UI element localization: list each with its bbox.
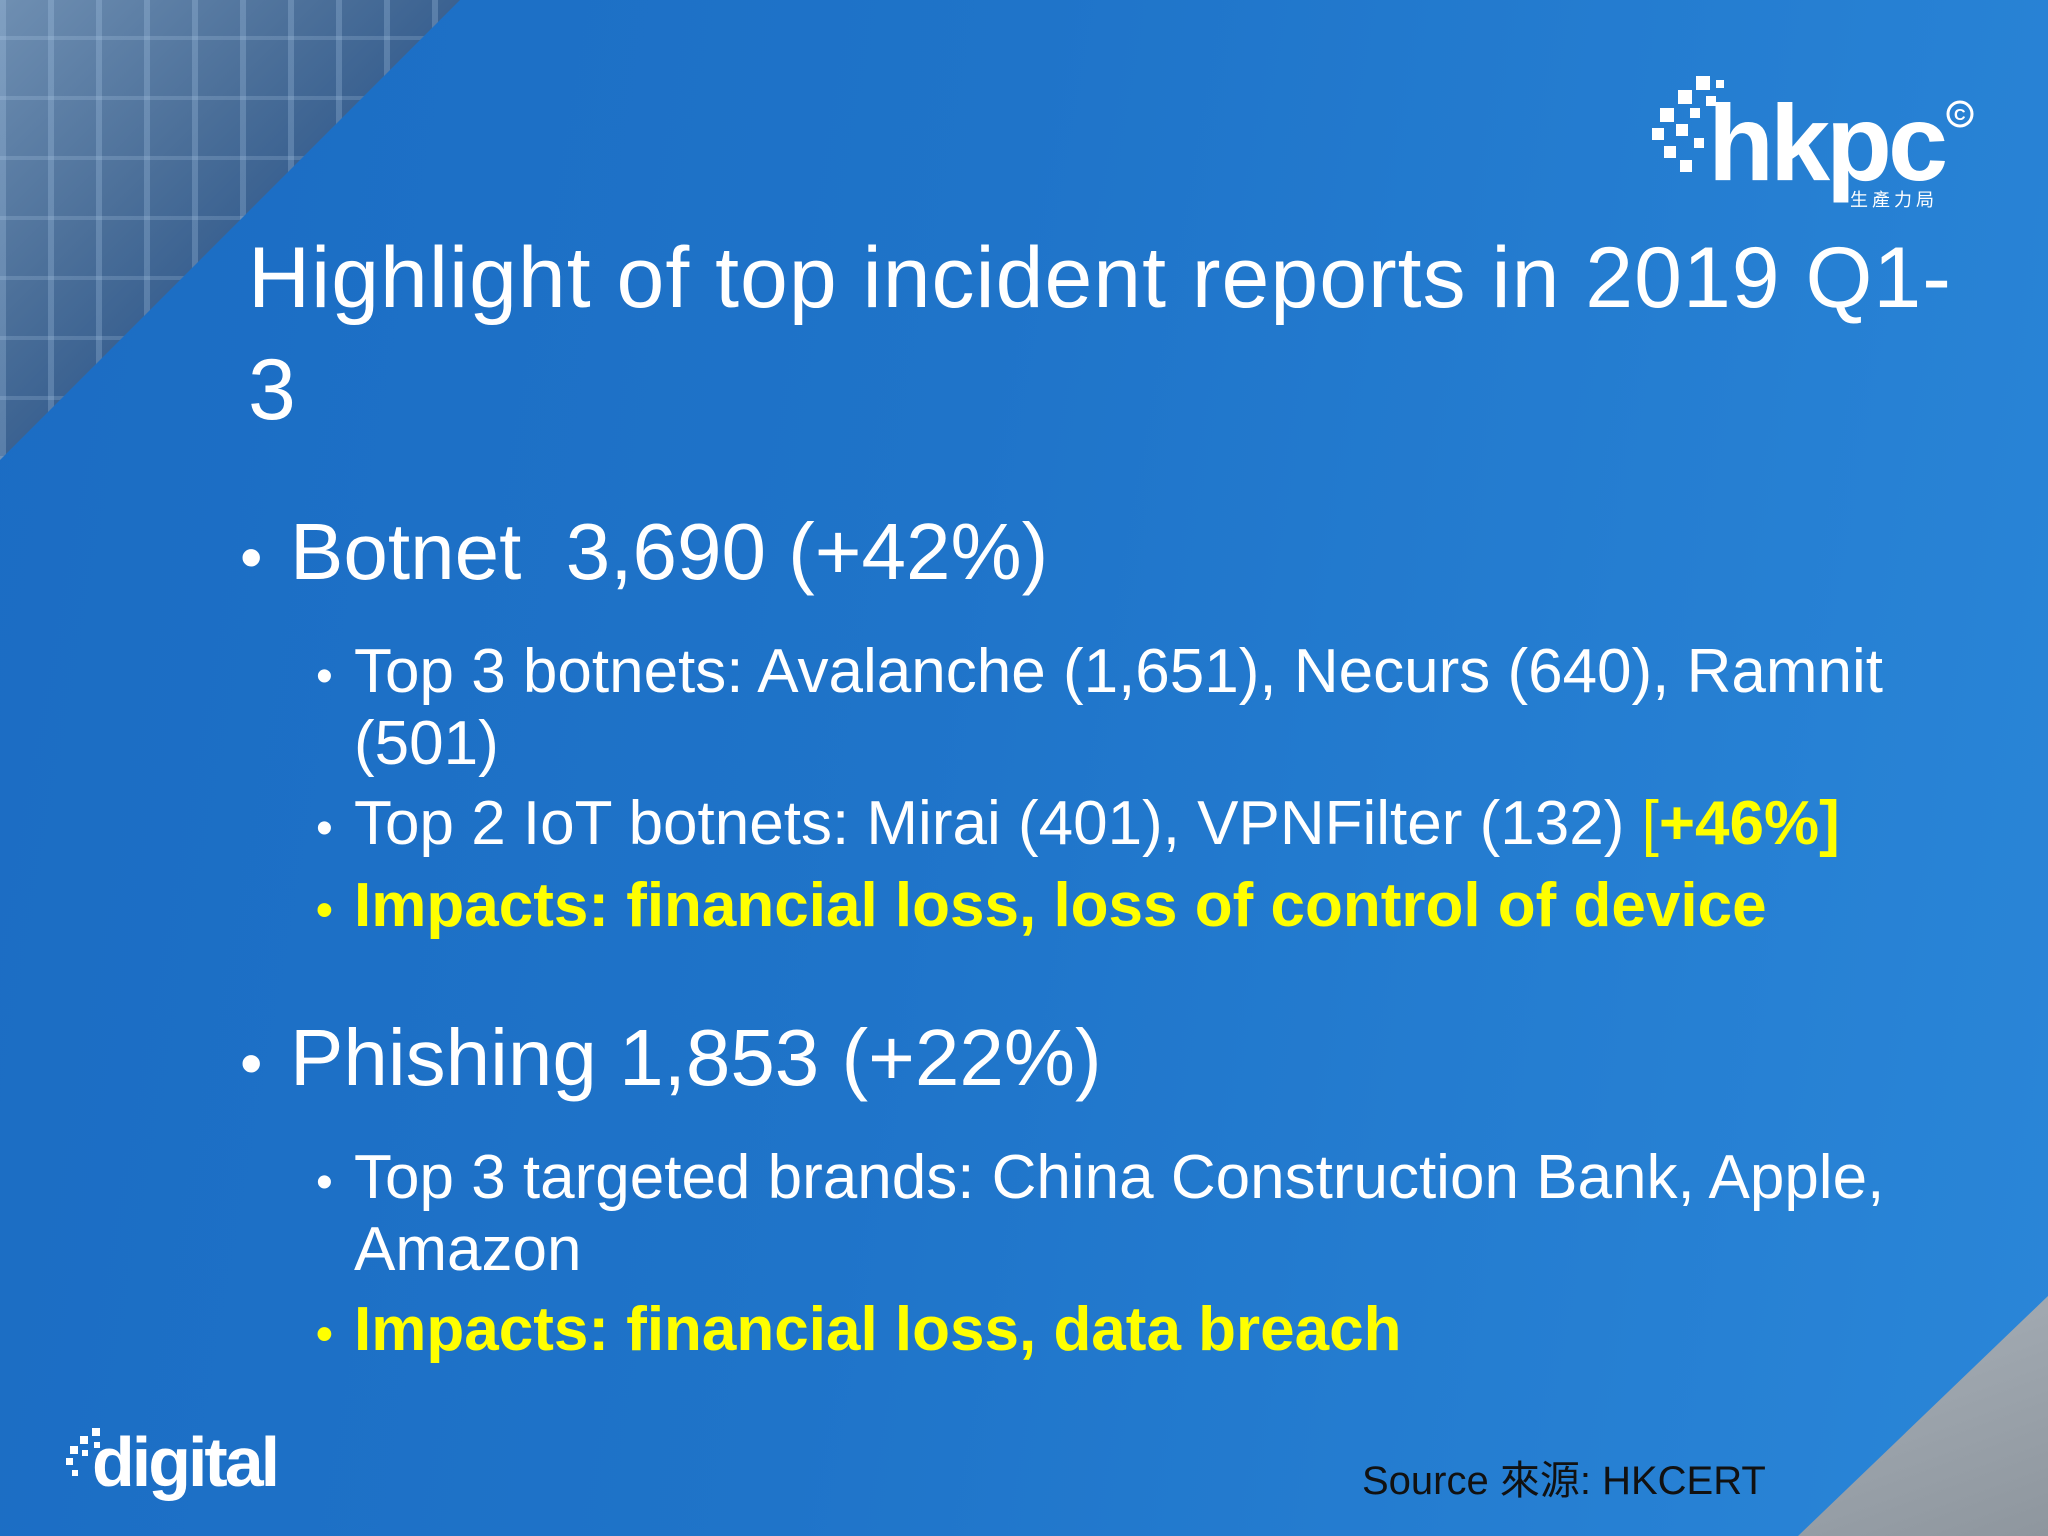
bullet-dot-icon: • bbox=[240, 1027, 263, 1099]
list-item-impact: • Impacts: financial loss, loss of contr… bbox=[316, 870, 2016, 947]
section-heading-text: Botnet 3,690 (+42%) bbox=[290, 507, 1049, 596]
growth-highlight: +46% bbox=[1658, 789, 1820, 858]
highlight-bracket-close: ] bbox=[1819, 789, 1840, 858]
svg-text:digital: digital bbox=[92, 1423, 277, 1501]
slide-title: Highlight of top incident reports in 201… bbox=[248, 230, 1952, 438]
svg-text:C: C bbox=[1954, 107, 1966, 124]
bullet-dot-icon: • bbox=[316, 650, 333, 703]
hkpc-logo: hkpc C 生產力局 bbox=[1652, 76, 1974, 211]
list-item: • Top 3 targeted brands: China Construct… bbox=[316, 1142, 2016, 1286]
list-item-text: Impacts: financial loss, loss of control… bbox=[354, 871, 1767, 940]
list-item-text: Impacts: financial loss, data breach bbox=[354, 1295, 1402, 1364]
pixel-burst-icon bbox=[66, 1428, 100, 1476]
source-caption: Source 來源: HKCERT bbox=[1362, 1459, 1766, 1503]
bullet-dot-icon: • bbox=[316, 802, 333, 855]
section-heading-text: Phishing 1,853 (+22%) bbox=[290, 1013, 1102, 1102]
bullet-dot-icon: • bbox=[240, 521, 263, 593]
digital-logo: digital bbox=[66, 1423, 280, 1501]
hkpc-logo-subtext: 生產力局 bbox=[1850, 190, 1938, 211]
highlight-bracket-open: [ bbox=[1641, 789, 1659, 858]
pixel-burst-icon bbox=[1652, 76, 1724, 172]
list-item-impact: • Impacts: financial loss, data breach bbox=[316, 1294, 2016, 1371]
svg-text:hkpc: hkpc bbox=[1708, 82, 1945, 203]
bullet-dot-icon: • bbox=[316, 1156, 333, 1209]
section-phishing-heading: • Phishing 1,853 (+22%) bbox=[240, 1010, 1102, 1111]
list-item-text: Top 3 targeted brands: China Constructio… bbox=[354, 1143, 1885, 1284]
section-botnet-heading: • Botnet 3,690 (+42%) bbox=[240, 504, 1048, 605]
list-item-text: Top 2 IoT botnets: Mirai (401), VPNFilte… bbox=[354, 789, 1642, 858]
bullet-dot-icon: • bbox=[316, 884, 333, 937]
bullet-dot-icon: • bbox=[316, 1308, 333, 1361]
list-item: • Top 2 IoT botnets: Mirai (401), VPNFil… bbox=[316, 788, 2016, 865]
list-item: • Top 3 botnets: Avalanche (1,651), Necu… bbox=[316, 636, 2016, 780]
list-item-text: Top 3 botnets: Avalanche (1,651), Necurs… bbox=[354, 637, 1884, 778]
